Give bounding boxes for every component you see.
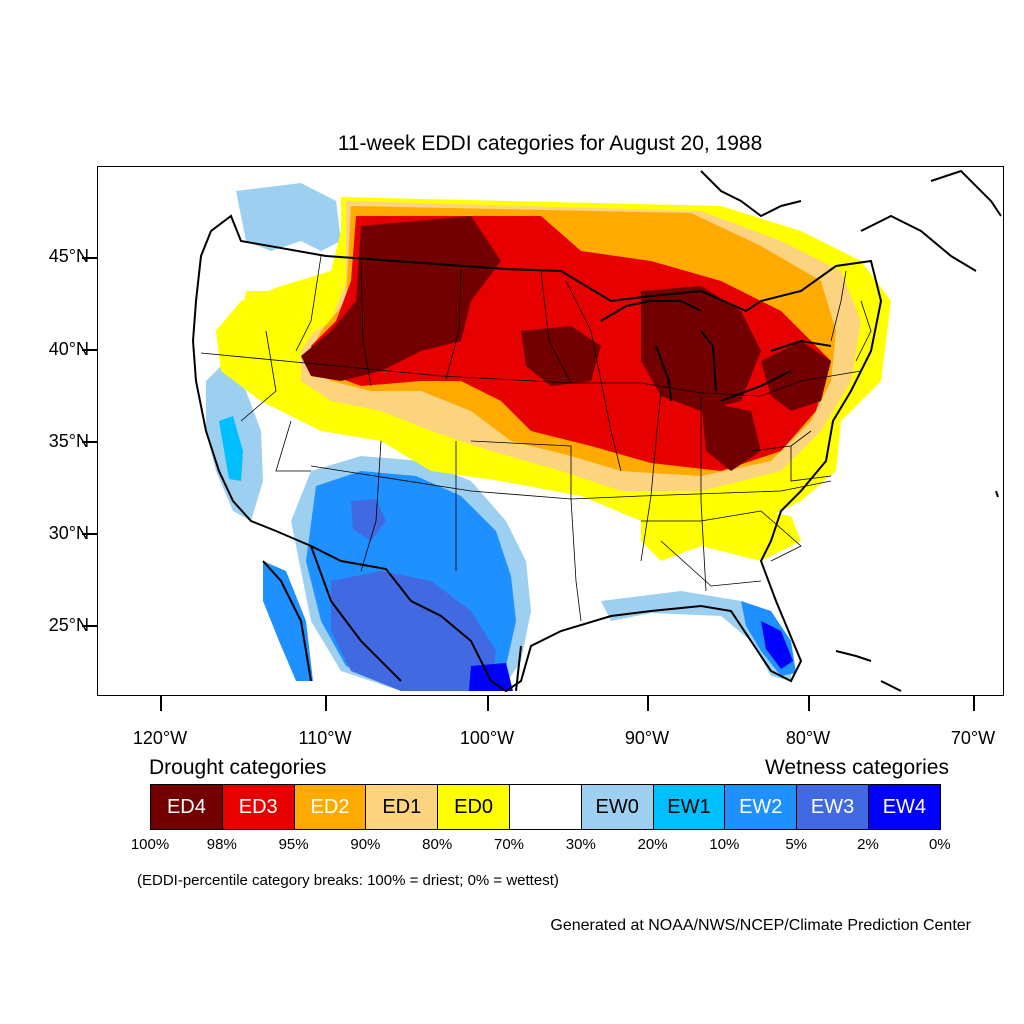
dry-region-ed0-southeast: [641, 501, 801, 561]
lon-tick: [808, 696, 810, 711]
lon-tick: [647, 696, 649, 711]
great-lakes: [600, 300, 832, 402]
wetness-categories-heading: Wetness categories: [764, 756, 949, 779]
lat-label-40n: 40°N: [48, 339, 89, 359]
percentile-label: 30%: [565, 836, 596, 853]
percentile-label: 70%: [493, 836, 525, 853]
lat-tick: [82, 257, 97, 259]
mexico-coast: [262, 545, 522, 692]
lon-label-80w: 80°W: [785, 728, 831, 748]
dry-region-ed4-great-lakes-east: [761, 341, 831, 411]
eddi-map-canvas: [191, 169, 1002, 693]
percentile-label: 80%: [422, 836, 453, 853]
legend-box-ew3: EW3: [796, 784, 869, 830]
dry-region-ed4-great-lakes: [641, 286, 761, 411]
map-title: 11-week EDDI categories for August 20, 1…: [337, 132, 763, 155]
percentile-label: 98%: [206, 836, 237, 853]
lat-tick: [82, 625, 97, 627]
percentile-label: 95%: [278, 836, 309, 853]
lat-tick: [82, 441, 97, 443]
drought-categories-heading: Drought categories: [149, 756, 327, 779]
lon-label-90w: 90°W: [624, 728, 670, 748]
lon-tick: [160, 696, 162, 711]
legend-box-neutral: [508, 784, 582, 830]
state-boundaries: [200, 255, 872, 622]
legend-box-ed4: ED4: [150, 784, 223, 830]
percentile-label: 2%: [857, 836, 879, 853]
legend-box-ew4: EW4: [867, 784, 941, 830]
wet-region-northwest: [236, 183, 341, 251]
lon-tick: [325, 696, 327, 711]
eddi-map: [97, 166, 1004, 696]
legend-box-ew0: EW0: [580, 784, 654, 830]
canada-shoreline: [700, 169, 1002, 272]
dry-region-ed4-nebraska: [521, 326, 601, 386]
percentile-label: 5%: [785, 836, 808, 853]
lon-label-120w: 120°W: [132, 728, 188, 748]
percentile-label: 10%: [709, 836, 740, 853]
percentile-label: 20%: [637, 836, 668, 853]
lon-label-110w: 110°W: [298, 728, 352, 748]
lat-label-25n: 25°N: [48, 615, 89, 635]
lat-label-35n: 35°N: [48, 431, 89, 451]
legend-box-ed0: ED0: [437, 784, 510, 830]
category-legend-bar: ED4 ED3 ED2 ED1 ED0 EW0 EW1 EW2 EW3 EW4: [150, 784, 941, 830]
percentile-label: 90%: [350, 836, 381, 853]
lon-tick: [487, 696, 489, 711]
lon-label-70w: 70°W: [950, 728, 996, 748]
lat-tick: [82, 349, 97, 351]
legend-box-ed2: ED2: [293, 784, 367, 830]
dry-region-northwest-ed0: [239, 291, 321, 356]
legend-box-ew1: EW1: [652, 784, 726, 830]
lon-tick: [973, 696, 975, 711]
percentile-label: 0%: [928, 836, 951, 853]
wet-region-south-texas: [469, 663, 513, 691]
lat-tick: [82, 533, 97, 535]
legend-box-ed3: ED3: [221, 784, 295, 830]
category-breaks-note: (EDDI-percentile category breaks: 100% =…: [137, 872, 559, 889]
wet-region-pacific-coast-inner: [219, 416, 243, 481]
legend-box-ed1: ED1: [365, 784, 439, 830]
lat-label-30n: 30°N: [48, 523, 89, 543]
wet-region-baja: [263, 561, 313, 681]
lat-label-45n: 45°N: [48, 246, 89, 266]
lon-label-100w: 100°W: [459, 728, 515, 748]
wet-region-florida-core: [761, 621, 793, 669]
percentile-label: 100%: [130, 836, 170, 853]
credit-line: Generated at NOAA/NWS/NCEP/Climate Predi…: [550, 917, 971, 934]
caribbean-islands: [835, 490, 999, 692]
us-outline: [191, 214, 883, 693]
dry-region-ed4-ohio: [701, 401, 761, 471]
dry-region-ed4-north-plains: [301, 216, 501, 381]
legend-box-ew2: EW2: [724, 784, 798, 830]
wet-region-southwest-deep: [331, 571, 496, 691]
wet-region-new-mexico-core: [351, 499, 386, 541]
